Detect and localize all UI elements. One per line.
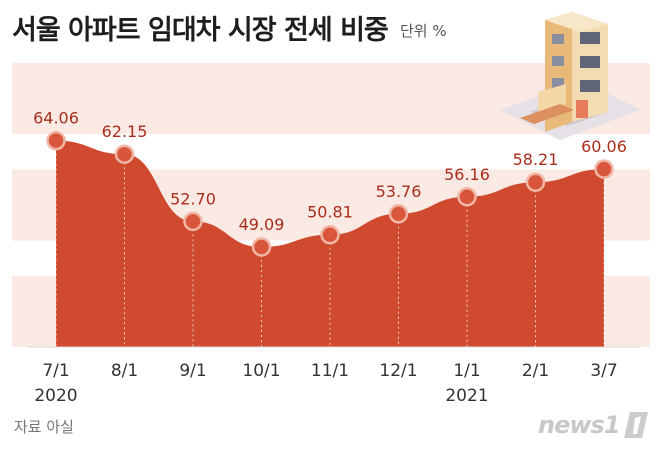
data-markers	[46, 130, 614, 257]
x-tick-label: 10/1	[242, 361, 280, 381]
news1-logo: news1	[538, 410, 650, 440]
data-point	[46, 130, 66, 151]
data-point	[114, 144, 135, 164]
x-axis-year-labels: 2020 2021	[34, 386, 488, 406]
x-tick-label: 3/7	[590, 361, 617, 381]
data-point	[457, 187, 477, 207]
x-tick-label: 9/1	[179, 361, 206, 381]
value-label: 52.70	[170, 189, 216, 208]
value-label: 50.81	[307, 203, 353, 222]
x-tick-label: 2/1	[522, 361, 549, 381]
x-axis-tick-labels: 7/1 8/1 9/1 10/1 11/1 12/1 1/1 2/1 3/7	[42, 361, 617, 381]
data-point	[183, 211, 203, 232]
value-label: 62.15	[102, 122, 148, 141]
data-point	[388, 204, 409, 224]
value-label: 56.16	[444, 165, 490, 184]
year-label: 2021	[445, 386, 488, 406]
value-label: 60.06	[581, 137, 627, 156]
data-point	[525, 172, 546, 192]
x-tick-label: 7/1	[42, 361, 69, 381]
x-tick-label: 12/1	[379, 361, 417, 381]
news1-logo-icon	[623, 412, 648, 438]
source-note: 자료 아실	[14, 418, 74, 436]
value-label: 58.21	[513, 150, 559, 169]
value-labels: 64.06 62.15 52.70 49.09 50.81 53.76 56.16 58.21…	[33, 109, 627, 234]
logo-text: news1	[538, 411, 621, 439]
building-illustration-icon	[500, 12, 640, 140]
unit-label: 단위 %	[400, 22, 447, 40]
value-label: 53.76	[376, 182, 422, 201]
chart-title: 서울 아파트 임대차 시장 전세 비중	[12, 15, 389, 46]
x-tick-label: 11/1	[311, 361, 349, 381]
value-label: 49.09	[239, 215, 285, 234]
x-tick-label: 1/1	[453, 361, 480, 381]
guide-lines	[55, 148, 605, 347]
x-tick-label: 8/1	[111, 361, 138, 381]
data-point	[594, 159, 614, 179]
year-label: 2020	[34, 386, 77, 406]
data-point	[251, 237, 272, 257]
value-label: 64.06	[33, 109, 79, 128]
data-point	[320, 224, 340, 245]
